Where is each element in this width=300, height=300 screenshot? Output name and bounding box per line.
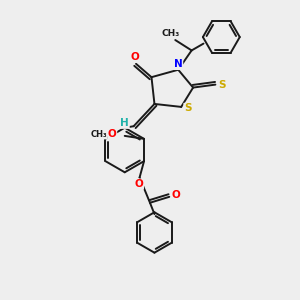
Text: CH₃: CH₃ — [90, 130, 107, 139]
Text: O: O — [135, 179, 143, 189]
Text: S: S — [218, 80, 226, 90]
Text: O: O — [172, 190, 180, 200]
Text: CH₃: CH₃ — [162, 29, 180, 38]
Text: H: H — [120, 118, 129, 128]
Text: S: S — [184, 103, 191, 113]
Text: N: N — [174, 59, 183, 69]
Text: O: O — [108, 129, 117, 140]
Text: O: O — [130, 52, 139, 62]
